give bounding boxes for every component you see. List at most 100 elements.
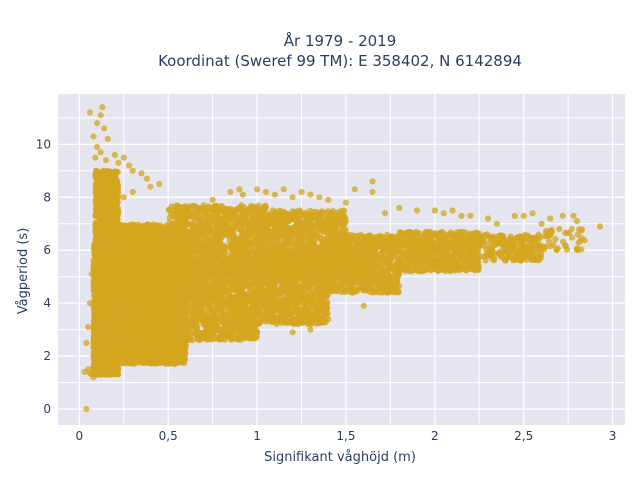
data-point <box>289 329 296 336</box>
data-point <box>298 188 305 196</box>
data-point <box>83 406 90 413</box>
data-point <box>93 365 100 372</box>
data-point <box>351 186 358 193</box>
data-point <box>92 154 99 161</box>
data-point <box>111 197 118 204</box>
data-point <box>102 157 110 164</box>
data-point <box>169 360 176 367</box>
data-point <box>538 220 545 227</box>
data-point <box>511 212 518 219</box>
data-point <box>113 356 120 363</box>
data-point <box>556 225 563 233</box>
data-point <box>94 236 101 243</box>
data-point <box>116 339 123 346</box>
data-point <box>106 315 113 322</box>
data-point <box>130 338 137 345</box>
data-point <box>147 183 154 190</box>
data-point <box>485 215 492 222</box>
data-point <box>146 308 154 315</box>
data-point <box>104 135 111 143</box>
data-point <box>307 191 314 198</box>
data-point <box>97 268 104 275</box>
data-point <box>101 190 108 197</box>
data-point <box>97 303 104 310</box>
data-point <box>94 120 101 127</box>
data-point <box>93 350 100 357</box>
data-point <box>111 151 118 158</box>
data-point <box>96 293 104 300</box>
data-point <box>120 194 127 201</box>
data-point <box>239 191 246 198</box>
data-point <box>132 308 140 315</box>
data-point <box>413 207 421 214</box>
data-point <box>95 260 102 267</box>
data-point <box>156 326 163 333</box>
data-point <box>168 354 175 361</box>
data-point <box>325 196 332 203</box>
data-point <box>126 357 133 365</box>
data-point <box>143 175 150 182</box>
data-point <box>369 188 376 196</box>
data-point <box>128 325 135 332</box>
data-point <box>99 104 106 111</box>
data-point <box>440 210 447 217</box>
data-point <box>458 212 465 219</box>
data-point <box>105 264 112 272</box>
data-point <box>117 307 124 314</box>
data-point <box>99 227 106 234</box>
data-point <box>93 284 100 292</box>
data-point <box>92 170 100 177</box>
data-point <box>271 191 278 198</box>
data-point <box>130 349 137 356</box>
data-point <box>116 312 123 319</box>
data-point <box>159 359 166 366</box>
data-point <box>95 211 102 218</box>
data-point <box>493 220 501 227</box>
data-point <box>115 347 122 354</box>
data-point <box>369 178 376 185</box>
data-point <box>114 211 121 218</box>
data-point <box>92 313 99 320</box>
data-point <box>289 194 296 201</box>
data-point <box>110 192 117 199</box>
data-point <box>431 207 438 214</box>
data-point <box>307 326 314 333</box>
data-point <box>106 210 113 217</box>
data-point <box>85 323 92 331</box>
data-point <box>449 207 456 214</box>
data-point <box>153 316 160 323</box>
data-point <box>93 342 100 349</box>
data-point <box>254 186 261 193</box>
data-point <box>467 212 474 219</box>
data-point <box>104 272 111 279</box>
data-point <box>147 353 154 360</box>
data-point <box>146 322 153 330</box>
data-point <box>99 354 106 361</box>
data-point <box>381 210 389 217</box>
data-point <box>152 359 159 366</box>
data-point <box>180 349 187 356</box>
data-point <box>86 109 94 116</box>
data-point <box>115 159 122 166</box>
data-point <box>520 212 527 219</box>
data-point <box>112 168 119 175</box>
data-point <box>360 302 367 309</box>
data-point <box>97 149 104 156</box>
data-point <box>83 339 90 346</box>
data-point <box>91 299 98 306</box>
data-point <box>597 223 604 230</box>
data-point <box>573 218 581 225</box>
data-point <box>547 215 554 222</box>
data-point <box>117 318 125 325</box>
data-point <box>570 212 577 219</box>
data-point <box>111 369 119 376</box>
data-point <box>316 194 323 201</box>
data-point <box>101 125 108 132</box>
data-point <box>102 348 109 355</box>
data-point <box>98 218 105 225</box>
data-point <box>106 234 113 241</box>
data-point <box>104 366 111 374</box>
data-point <box>129 167 136 174</box>
data-point <box>105 298 113 305</box>
